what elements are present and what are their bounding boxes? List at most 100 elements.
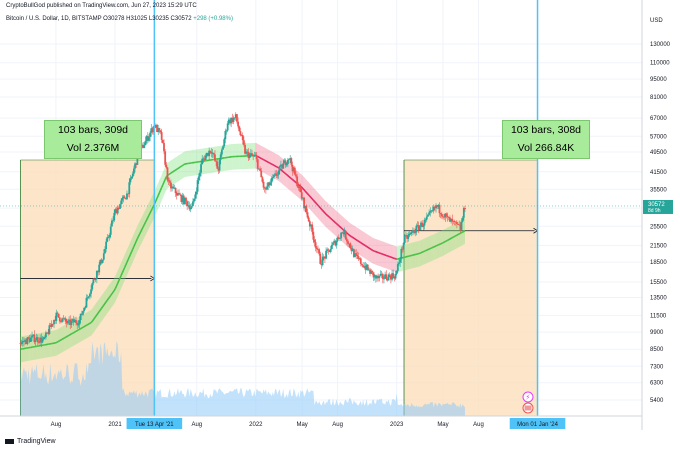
candle-body bbox=[107, 237, 110, 238]
ma-line-segment bbox=[286, 174, 289, 177]
candle-body bbox=[336, 237, 339, 241]
ma-line-segment bbox=[169, 172, 172, 175]
ma-line-segment bbox=[272, 163, 275, 167]
ma-line-segment bbox=[429, 247, 432, 250]
candle-body bbox=[145, 136, 148, 141]
ma-line-segment bbox=[149, 210, 152, 214]
candle-body bbox=[333, 240, 336, 243]
candle-body bbox=[174, 187, 177, 194]
price-axis[interactable]: USD 5400 6300 7300 8500 9900 11500 13500 15500 18… bbox=[643, 18, 673, 404]
candle-body bbox=[102, 253, 105, 260]
candle-body bbox=[337, 237, 340, 239]
ma-line-segment bbox=[348, 234, 351, 237]
ma-line-segment bbox=[291, 178, 295, 182]
candle-body bbox=[46, 332, 48, 334]
ma-line-segment bbox=[356, 239, 359, 242]
candle-body bbox=[216, 161, 219, 169]
time-tick-label: 2022 bbox=[249, 422, 263, 428]
ma-line-segment bbox=[333, 220, 336, 224]
ma-line-segment bbox=[97, 311, 100, 314]
candle-body bbox=[295, 174, 297, 177]
candle-body bbox=[94, 278, 97, 280]
ma-line-segment bbox=[61, 337, 64, 340]
price-tick-label: 95000 bbox=[650, 77, 667, 83]
volume-histogram bbox=[20, 341, 465, 416]
ma-line-segment bbox=[454, 235, 457, 238]
ma-line-segment bbox=[427, 248, 430, 251]
symbol-title[interactable]: Bitcoin / U.S. Dollar, 1D, BITSTAMP bbox=[6, 16, 102, 22]
candle-body bbox=[160, 132, 163, 140]
ma-line-segment bbox=[329, 216, 332, 219]
ma-line-segment bbox=[82, 325, 85, 329]
candle-body bbox=[254, 155, 257, 157]
candle-body bbox=[65, 321, 68, 324]
candle-body bbox=[200, 164, 202, 173]
candle-body bbox=[427, 214, 429, 217]
candle-body bbox=[142, 144, 145, 148]
ma-line-segment bbox=[340, 227, 343, 230]
candle-body bbox=[78, 320, 81, 325]
candle-body bbox=[72, 319, 75, 323]
ma-line-segment bbox=[57, 340, 60, 343]
candle-body bbox=[339, 238, 341, 239]
candle-body bbox=[362, 265, 365, 268]
candle-body bbox=[116, 207, 119, 214]
time-axis[interactable]: Aug 2021 Tue 13 Apr '21 Aug 2022 May Aug 2023 Ma… bbox=[51, 418, 566, 429]
candle-body bbox=[312, 231, 315, 240]
event-markers[interactable]: ⚡ bbox=[522, 391, 534, 414]
ma-line-segment bbox=[77, 328, 80, 331]
candle-body bbox=[327, 249, 330, 251]
candle-body bbox=[48, 325, 51, 335]
tradingview-brand[interactable]: TradingView bbox=[5, 438, 56, 445]
candle-body bbox=[373, 275, 376, 278]
range-info-box-1[interactable]: 103 bars, 309d Vol 2.376M bbox=[44, 120, 142, 159]
range-info-box-2[interactable]: 103 bars, 308d Vol 266.84K bbox=[502, 120, 590, 159]
ma-line-segment bbox=[270, 162, 273, 165]
lightning-glyph-icon: ⚡ bbox=[526, 394, 531, 402]
time-tick-label: Mon 01 Jan '24 bbox=[517, 422, 559, 428]
candle-body bbox=[325, 250, 327, 259]
candle-body bbox=[209, 150, 212, 153]
candle-body bbox=[410, 231, 413, 233]
ma-line-segment bbox=[159, 187, 163, 191]
candle-body bbox=[414, 232, 417, 234]
candle-body bbox=[128, 182, 131, 194]
candle-body bbox=[122, 196, 125, 199]
ma-line-segment bbox=[322, 209, 325, 213]
ma-line-segment bbox=[347, 233, 350, 236]
candle-body bbox=[83, 307, 86, 311]
candle-body bbox=[178, 192, 180, 195]
ma-line-segment bbox=[303, 189, 306, 192]
candle-body bbox=[143, 145, 146, 148]
candle-body bbox=[306, 212, 309, 218]
candle-body bbox=[299, 186, 302, 193]
candle-body bbox=[392, 273, 395, 277]
candle-body bbox=[451, 218, 454, 221]
lightning-event-icon[interactable] bbox=[522, 391, 534, 403]
candle-body bbox=[431, 210, 434, 212]
candle-body bbox=[226, 123, 229, 131]
ma-line-segment bbox=[293, 179, 296, 183]
ma-line-segment bbox=[364, 245, 368, 248]
candle-body bbox=[418, 226, 421, 231]
ma-line-segment bbox=[462, 230, 465, 233]
candle-body bbox=[241, 135, 244, 141]
candle-body bbox=[100, 259, 103, 263]
candle-body bbox=[252, 155, 255, 157]
candle-body bbox=[246, 151, 249, 153]
candle-body bbox=[276, 174, 279, 176]
candle-body bbox=[391, 273, 393, 280]
candle-body bbox=[400, 248, 403, 260]
candle-body bbox=[126, 193, 128, 200]
candle-body bbox=[149, 132, 152, 137]
candle-body bbox=[406, 235, 409, 239]
candle-body bbox=[377, 275, 380, 279]
ma-line-segment bbox=[440, 242, 443, 245]
ma-line-segment bbox=[144, 219, 148, 223]
candle-body bbox=[343, 230, 346, 235]
candle-body bbox=[255, 155, 258, 160]
candle-body bbox=[173, 187, 176, 189]
flag-icon bbox=[524, 405, 532, 411]
ma-line-segment bbox=[420, 251, 423, 254]
